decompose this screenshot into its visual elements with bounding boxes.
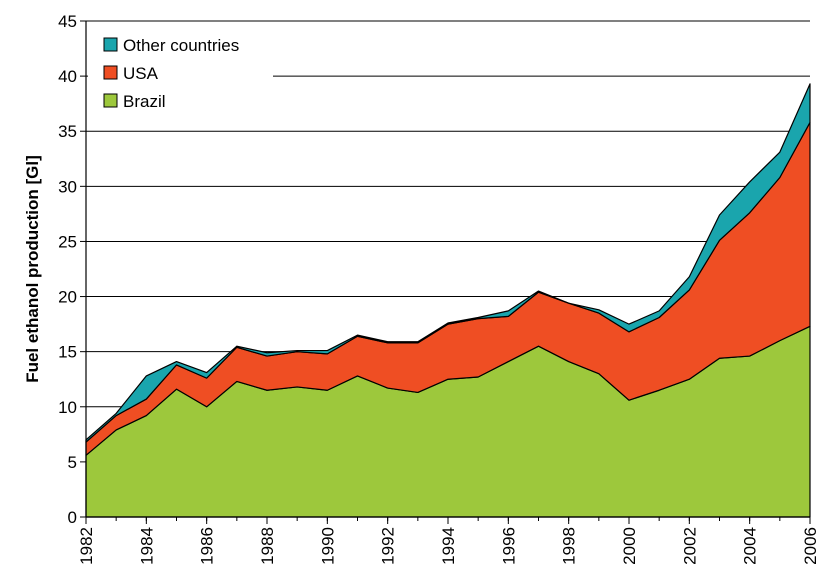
y-tick-label: 35 (58, 122, 77, 141)
x-tick-label: 1990 (318, 527, 337, 565)
y-tick-label: 20 (58, 288, 77, 307)
x-tick-label: 1992 (379, 527, 398, 565)
x-tick-label: 1994 (439, 527, 458, 565)
y-tick-label: 10 (58, 398, 77, 417)
legend-swatch (103, 37, 118, 52)
legend: Other countries USA Brazil (88, 24, 273, 114)
y-axis-label: Fuel ethanol production [Gl] (23, 155, 42, 383)
legend-swatch (103, 65, 118, 80)
x-tick-label: 1986 (198, 527, 217, 565)
x-tick-label: 1984 (137, 527, 156, 565)
x-tick-label: 1982 (77, 527, 96, 565)
y-tick-label: 5 (68, 453, 77, 472)
y-tick-label: 45 (58, 12, 77, 31)
legend-label: Brazil (123, 92, 166, 111)
x-tick-label: 2000 (620, 527, 639, 565)
legend-swatch (103, 93, 118, 108)
legend-label: Other countries (123, 36, 239, 55)
y-tick-label: 25 (58, 232, 77, 251)
legend-background (88, 24, 273, 114)
y-tick-label: 30 (58, 177, 77, 196)
x-tick-label: 2004 (741, 527, 760, 565)
x-tick-label: 1996 (499, 527, 518, 565)
area (85, 83, 811, 443)
x-tick-label: 1998 (560, 527, 579, 565)
y-tick-label: 40 (58, 67, 77, 86)
x-tick-label: 1988 (258, 527, 277, 565)
y-tick-label: 0 (68, 508, 77, 527)
x-tick-label: 2002 (680, 527, 699, 565)
y-tick-label: 15 (58, 343, 77, 362)
x-tick-label: 2006 (801, 527, 816, 565)
legend-label: USA (123, 64, 159, 83)
